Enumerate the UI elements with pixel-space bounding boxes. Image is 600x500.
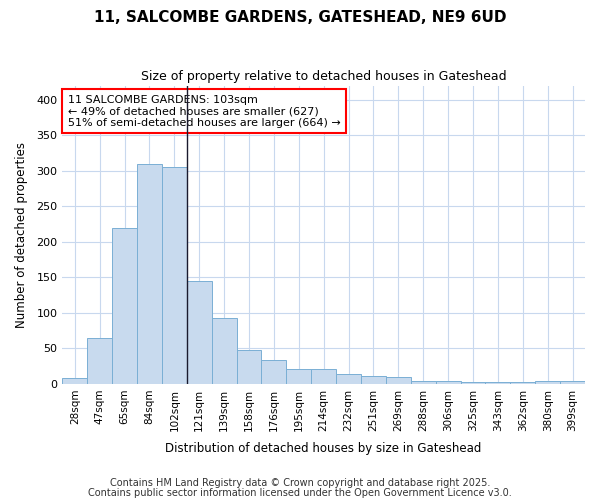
Bar [560,381,585,384]
Y-axis label: Number of detached properties: Number of detached properties [15,142,28,328]
Bar [436,381,461,384]
Bar [62,378,87,384]
Text: 11, SALCOMBE GARDENS, GATESHEAD, NE9 6UD: 11, SALCOMBE GARDENS, GATESHEAD, NE9 6UD [94,10,506,25]
Bar [262,360,286,384]
Title: Size of property relative to detached houses in Gateshead: Size of property relative to detached ho… [141,70,506,83]
Bar [236,350,262,384]
Bar [386,377,411,384]
Bar [187,281,212,384]
Bar [87,338,112,384]
Bar [336,374,361,384]
Bar [311,369,336,384]
Bar [112,228,137,384]
Bar [212,318,236,384]
Bar [485,382,511,384]
Bar [511,382,535,384]
Text: Contains public sector information licensed under the Open Government Licence v3: Contains public sector information licen… [88,488,512,498]
Text: 11 SALCOMBE GARDENS: 103sqm
← 49% of detached houses are smaller (627)
51% of se: 11 SALCOMBE GARDENS: 103sqm ← 49% of det… [68,94,340,128]
Bar [137,164,162,384]
Text: Contains HM Land Registry data © Crown copyright and database right 2025.: Contains HM Land Registry data © Crown c… [110,478,490,488]
Bar [535,381,560,384]
Bar [461,382,485,384]
Bar [286,369,311,384]
X-axis label: Distribution of detached houses by size in Gateshead: Distribution of detached houses by size … [166,442,482,455]
Bar [361,376,386,384]
Bar [411,381,436,384]
Bar [162,167,187,384]
